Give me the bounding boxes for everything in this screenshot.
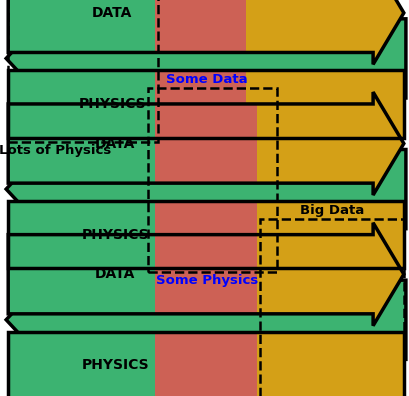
PathPatch shape (6, 9, 405, 108)
Bar (154, 201, 257, 268)
Text: DATA: DATA (95, 137, 135, 150)
Text: DATA: DATA (95, 267, 135, 281)
Bar (8, 331, 403, 396)
Bar (8, 223, 154, 326)
Text: Lots of Physics: Lots of Physics (0, 143, 111, 156)
Bar (257, 92, 403, 195)
PathPatch shape (6, 270, 405, 369)
Bar (154, 0, 245, 64)
Text: PHYSICS: PHYSICS (81, 358, 149, 372)
Text: PHYSICS: PHYSICS (81, 228, 149, 242)
Text: Big Data: Big Data (299, 204, 363, 217)
Bar (154, 92, 257, 195)
Bar (8, 0, 154, 64)
Bar (257, 223, 403, 326)
Bar (154, 70, 245, 137)
Bar (8, 201, 403, 268)
Bar (8, 92, 154, 195)
Bar (8, 201, 154, 268)
Bar (154, 223, 257, 326)
Bar (245, 70, 403, 137)
Text: Some Data: Some Data (166, 73, 247, 86)
Text: PHYSICS: PHYSICS (79, 97, 146, 111)
Bar (245, 0, 403, 64)
Text: DATA: DATA (92, 6, 132, 20)
Bar (8, 70, 154, 137)
Bar (257, 331, 403, 396)
PathPatch shape (6, 140, 405, 238)
Text: Some Physics: Some Physics (155, 274, 258, 287)
Bar (8, 70, 403, 137)
Bar (257, 201, 403, 268)
Bar (154, 331, 257, 396)
Bar (8, 331, 154, 396)
